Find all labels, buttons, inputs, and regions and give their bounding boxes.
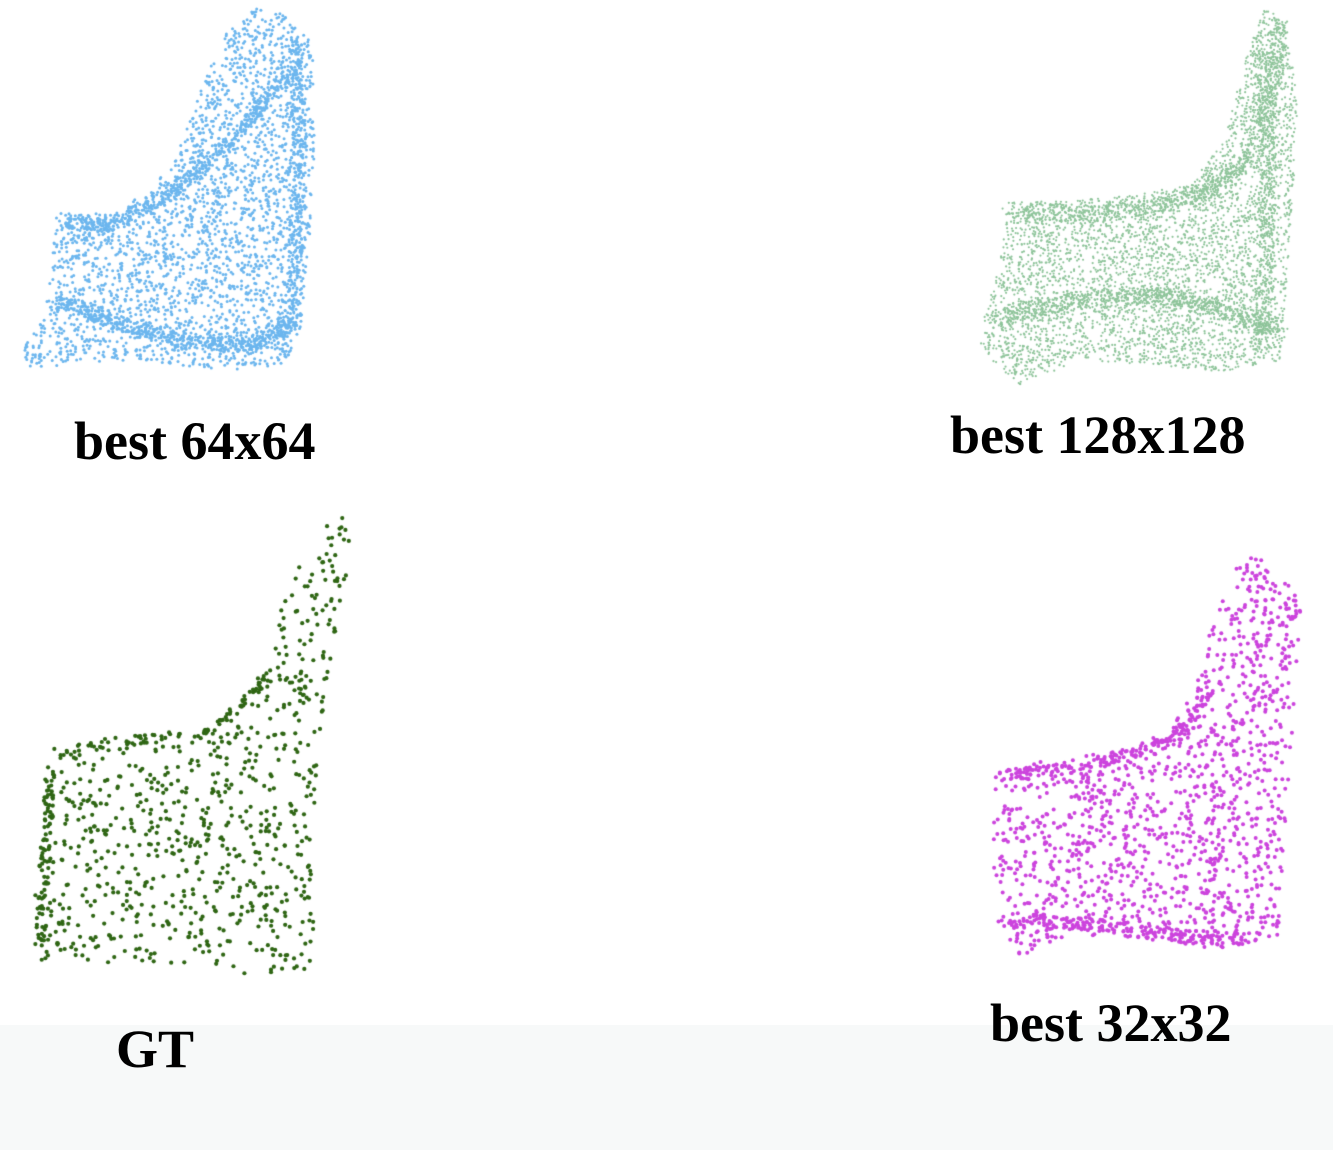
footer-band: [0, 1025, 1333, 1150]
pointcloud-gt: [0, 500, 380, 990]
pointcloud-best-128: [960, 0, 1333, 400]
caption-best-64: best 64x64: [74, 411, 316, 471]
pointcloud-best-32: [970, 540, 1333, 980]
caption-best-128: best 128x128: [950, 405, 1246, 465]
pointcloud-best-64: [0, 0, 340, 400]
caption-gt: GT: [116, 1019, 195, 1079]
caption-best-32: best 32x32: [990, 993, 1232, 1053]
